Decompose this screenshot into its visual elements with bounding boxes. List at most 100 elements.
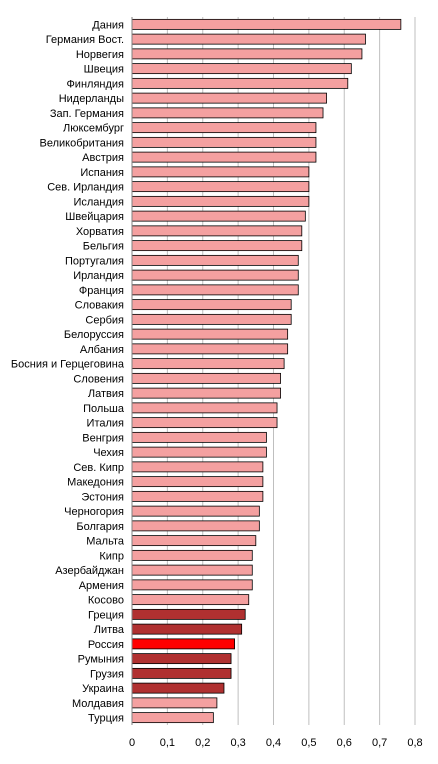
category-label: Зап. Германия bbox=[50, 108, 124, 120]
category-label: Россия bbox=[88, 639, 124, 651]
bar bbox=[131, 667, 232, 679]
category-label: Эстония bbox=[81, 491, 124, 503]
category-label: Словакия bbox=[75, 300, 124, 312]
bar bbox=[131, 372, 281, 384]
bar bbox=[131, 712, 214, 724]
category-label: Белоруссия bbox=[64, 329, 124, 341]
x-tick-label: 0,7 bbox=[372, 737, 387, 749]
category-label: Армения bbox=[79, 580, 124, 592]
category-label: Чехия bbox=[93, 447, 124, 459]
bar bbox=[131, 505, 260, 517]
category-label: Латвия bbox=[88, 388, 124, 400]
category-label: Турция bbox=[88, 713, 124, 725]
bar bbox=[131, 328, 289, 340]
category-label: Мальта bbox=[86, 536, 125, 548]
bar bbox=[131, 195, 310, 207]
category-labels: Дания Германия Вост. Норвегия Швеция Финлянд… bbox=[11, 19, 125, 724]
category-label: Литва bbox=[94, 624, 125, 636]
x-tick-label: 0,2 bbox=[195, 737, 210, 749]
bar bbox=[131, 594, 250, 606]
category-label: Сербия bbox=[85, 314, 124, 326]
bar bbox=[131, 564, 253, 576]
bar bbox=[131, 623, 243, 635]
x-tick-label: 0,3 bbox=[230, 737, 245, 749]
x-tick-label: 0,5 bbox=[301, 737, 316, 749]
category-label: Сев. Ирландия bbox=[47, 182, 124, 194]
bar bbox=[131, 210, 306, 222]
category-label: Нидерланды bbox=[59, 93, 124, 105]
x-tick-label: 0,4 bbox=[266, 737, 281, 749]
bar bbox=[131, 122, 317, 134]
bar bbox=[131, 299, 292, 311]
category-label: Швеция bbox=[84, 64, 124, 76]
category-label: Албания bbox=[80, 344, 124, 356]
bar bbox=[131, 608, 246, 620]
category-label: Великобритания bbox=[40, 137, 125, 149]
category-label: Норвегия bbox=[76, 49, 124, 61]
category-label: Болгария bbox=[76, 521, 124, 533]
category-label: Македония bbox=[67, 477, 124, 489]
category-label: Италия bbox=[87, 418, 125, 430]
category-label: Молдавия bbox=[72, 698, 124, 710]
category-label: Швейцария bbox=[65, 211, 124, 223]
bar bbox=[131, 358, 285, 370]
bar bbox=[131, 402, 278, 414]
bar bbox=[131, 638, 235, 650]
category-label: Румыния bbox=[78, 654, 124, 666]
category-label: Азербайджан bbox=[55, 565, 124, 577]
category-label: Греция bbox=[88, 609, 124, 621]
bar bbox=[131, 63, 352, 75]
category-label: Франция bbox=[79, 285, 124, 297]
bar bbox=[131, 343, 289, 355]
category-label: Бельгия bbox=[83, 241, 124, 253]
bar bbox=[131, 269, 299, 281]
x-axis-tick-labels: 0 0,1 0,2 0,3 0,4 0,5 0,6 0,7 0,8 bbox=[129, 737, 423, 749]
bar bbox=[131, 579, 253, 591]
x-tick-label: 0,6 bbox=[337, 737, 352, 749]
bar bbox=[131, 48, 363, 60]
category-label: Косово bbox=[88, 595, 124, 607]
category-label: Грузия bbox=[90, 668, 124, 680]
x-tick-label: 0 bbox=[129, 737, 135, 749]
bar bbox=[131, 417, 278, 429]
category-label: Люксембург bbox=[63, 123, 124, 135]
bar bbox=[131, 549, 253, 561]
category-label: Словения bbox=[73, 373, 124, 385]
bar bbox=[131, 490, 264, 502]
category-label: Германия Вост. bbox=[46, 34, 124, 46]
bar bbox=[131, 77, 349, 89]
x-tick-label: 0,1 bbox=[160, 737, 175, 749]
bar bbox=[131, 166, 310, 178]
bar bbox=[131, 697, 218, 709]
bar bbox=[131, 181, 310, 193]
bar bbox=[131, 520, 260, 532]
category-label: Польша bbox=[83, 403, 125, 415]
bar bbox=[131, 535, 257, 547]
bar bbox=[131, 284, 299, 296]
category-label: Исландия bbox=[73, 196, 124, 208]
bar bbox=[131, 92, 327, 104]
bar bbox=[131, 33, 366, 45]
bars bbox=[131, 18, 402, 724]
category-label: Босния и Герцеговина bbox=[11, 359, 125, 371]
category-label: Австрия bbox=[82, 152, 124, 164]
category-label: Хорватия bbox=[76, 226, 124, 238]
category-label: Финляндия bbox=[66, 78, 124, 90]
bar bbox=[131, 107, 324, 119]
bar bbox=[131, 682, 225, 694]
bar bbox=[131, 151, 317, 163]
category-label: Украина bbox=[82, 683, 125, 695]
category-label: Кипр bbox=[99, 550, 124, 562]
bar bbox=[131, 431, 267, 443]
category-label: Венгрия bbox=[82, 432, 124, 444]
category-label: Черногория bbox=[64, 506, 124, 518]
bar bbox=[131, 653, 232, 665]
category-label: Ирландия bbox=[73, 270, 124, 282]
category-label: Испания bbox=[80, 167, 124, 179]
category-label: Сев. Кипр bbox=[73, 462, 124, 474]
bar bbox=[131, 476, 264, 488]
x-tick-label: 0,8 bbox=[407, 737, 422, 749]
category-label: Дания bbox=[92, 19, 124, 31]
bar bbox=[131, 18, 402, 30]
